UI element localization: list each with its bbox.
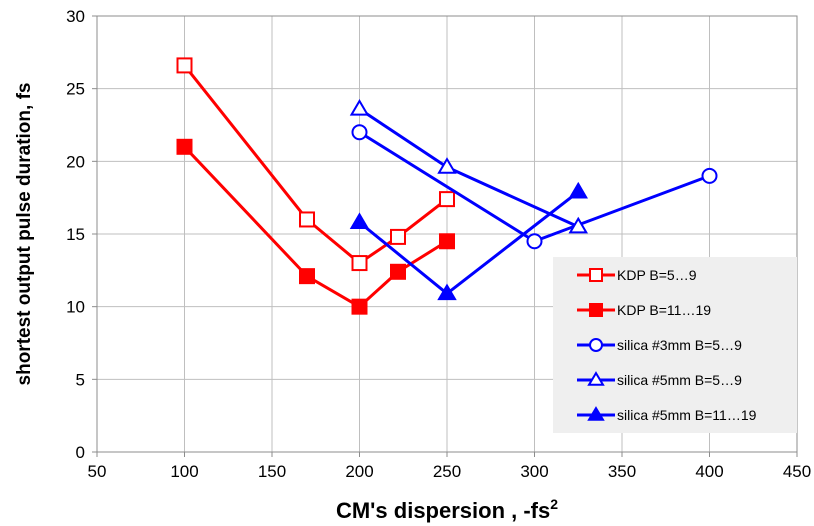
data-point [176,138,193,155]
x-tick-label: 50 [88,462,107,481]
series-3 [351,124,718,250]
legend-marker [587,406,605,421]
x-tick-label: 400 [695,462,723,481]
x-axis-title: CM's dispersion , -fs2 [336,496,558,523]
x-axis-title-superscript: 2 [550,496,558,512]
x-tick-label: 450 [783,462,811,481]
legend-item: silica #3mm B=5…9 [577,337,742,353]
data-point [176,57,193,74]
x-tick-label: 350 [608,462,636,481]
y-tick-label: 10 [66,298,85,317]
x-axis-ticks: 50 100 150 200 250 300 350 400 450 [88,452,811,481]
series-5 [349,181,588,301]
y-tick-label: 30 [66,7,85,26]
data-point [390,228,406,245]
data-point [390,263,406,280]
data-point [437,157,457,174]
data-point [437,283,457,301]
legend-label: KDP B=5…9 [617,267,697,283]
y-tick-label: 15 [66,225,85,244]
legend-marker [589,303,603,317]
series-line [183,64,448,265]
legend-item: KDP B=11…19 [577,302,711,318]
data-point [351,298,368,315]
legend-marker [589,338,603,352]
data-point [349,98,370,116]
x-axis-title-text: CM's dispersion , -fs [336,498,550,523]
data-point [526,233,543,250]
series-2 [176,138,455,315]
x-tick-label: 250 [433,462,461,481]
legend-label: KDP B=11…19 [617,302,711,318]
data-point [439,233,455,250]
y-axis-title: shortest output pulse duration, fs [14,83,35,386]
data-point [349,212,370,229]
data-point [299,211,315,228]
series-group [176,57,718,315]
legend-item: KDP B=5…9 [577,267,697,283]
legend: KDP B=5…9 KDP B=11…19 silica #3mm B=5…9 sil… [553,257,797,433]
y-tick-label: 25 [66,80,85,99]
y-tick-label: 0 [76,443,85,462]
legend-item: silica #5mm B=5…9 [577,371,742,388]
x-tick-label: 150 [258,462,286,481]
y-tick-label: 5 [76,370,85,389]
legend-marker [587,371,605,386]
data-point [299,268,315,285]
legend-label: silica #3mm B=5…9 [617,337,742,353]
x-tick-label: 300 [520,462,548,481]
data-point [351,124,368,141]
legend-label: silica #5mm B=11…19 [617,407,757,423]
data-point [701,167,718,184]
data-point [568,216,588,234]
series-line [358,107,579,229]
data-point [439,191,455,208]
legend-label: silica #5mm B=5…9 [617,372,742,388]
legend-marker [589,268,603,282]
series-1 [176,57,455,272]
legend-item: silica #5mm B=11…19 [577,406,757,423]
series-4 [349,98,588,234]
y-tick-label: 20 [66,152,85,171]
data-point [351,255,368,272]
data-point [568,181,588,199]
x-tick-label: 200 [345,462,373,481]
x-tick-label: 100 [170,462,198,481]
y-axis-ticks: 0 5 10 15 20 25 30 [66,7,97,462]
